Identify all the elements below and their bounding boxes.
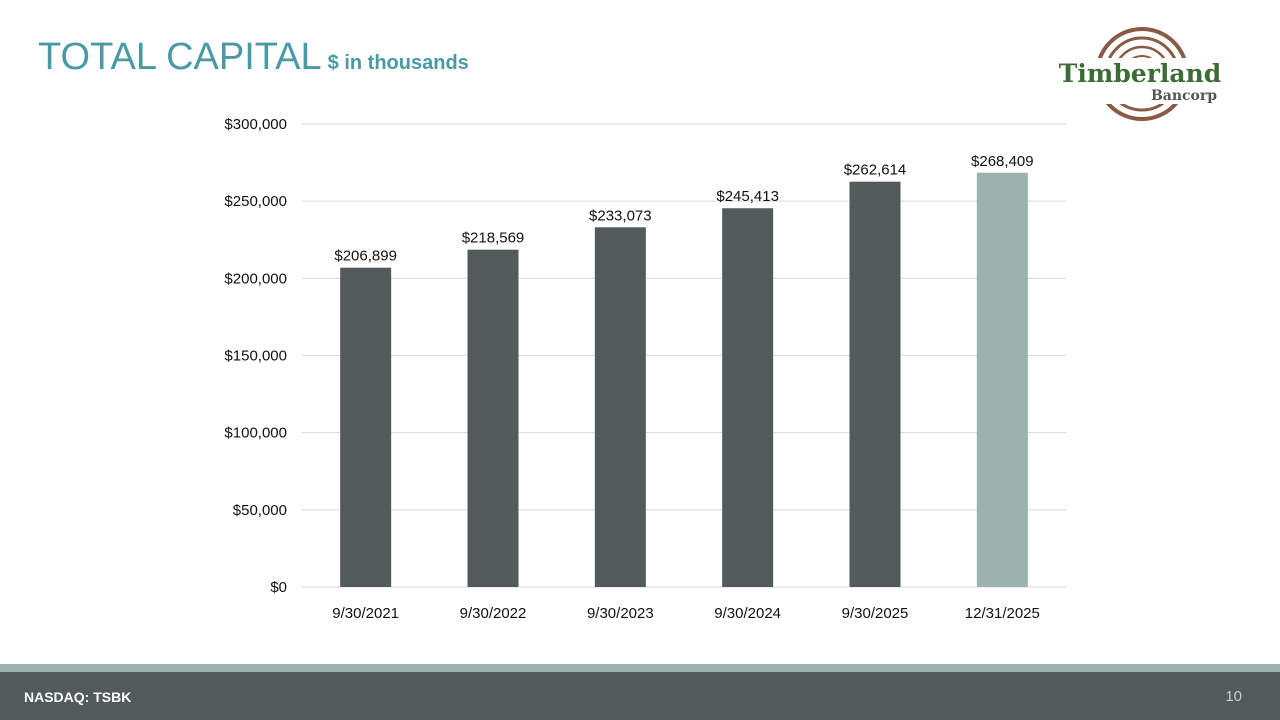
- y-tick-label: $0: [270, 579, 287, 596]
- grid-lines: [302, 123, 1066, 588]
- bar: [849, 181, 901, 587]
- bar: [467, 249, 519, 587]
- y-tick-label: $50,000: [233, 502, 287, 519]
- data-label: $218,569: [462, 230, 525, 247]
- logo-graphic: Timberland Bancorp: [1058, 27, 1226, 121]
- data-label: $245,413: [716, 188, 779, 205]
- x-tick-label: 9/30/2025: [842, 605, 909, 622]
- bars: [340, 172, 1028, 588]
- y-tick-label: $150,000: [224, 348, 287, 365]
- y-tick-label: $300,000: [224, 116, 287, 133]
- ticker-symbol: NASDAQ: TSBK: [24, 689, 132, 705]
- y-axis-tick-labels: $0 $50,000 $100,000 $150,000 $200,000 $250,00…: [224, 116, 287, 596]
- company-logo: Timberland Bancorp: [1052, 24, 1232, 128]
- x-axis-tick-labels: 9/30/2021 9/30/2022 9/30/2023 9/30/2024 9/30…: [332, 605, 1040, 622]
- bar-chart: $0 $50,000 $100,000 $150,000 $200,000 $250,00…: [224, 116, 1066, 622]
- footer-bar: NASDAQ: TSBK 10: [0, 672, 1280, 720]
- bar: [976, 172, 1028, 588]
- y-tick-label: $250,000: [224, 193, 287, 210]
- logo-name: Timberland: [1059, 59, 1221, 88]
- bar: [722, 208, 774, 587]
- data-label: $262,614: [844, 162, 907, 179]
- x-tick-label: 9/30/2024: [714, 605, 781, 622]
- x-tick-label: 9/30/2021: [332, 605, 399, 622]
- bar: [594, 227, 646, 588]
- x-tick-label: 12/31/2025: [965, 605, 1040, 622]
- data-label: $233,073: [589, 207, 652, 224]
- data-label: $268,409: [971, 153, 1034, 170]
- x-tick-label: 9/30/2023: [587, 605, 654, 622]
- bar: [340, 267, 392, 587]
- title-subtitle: $ in thousands: [327, 52, 469, 74]
- logo-sub: Bancorp: [1151, 88, 1217, 104]
- y-tick-label: $100,000: [224, 425, 287, 442]
- data-label: $206,899: [334, 248, 397, 265]
- page-title: TOTAL CAPITAL $ in thousands: [38, 38, 469, 76]
- footer-stripe: [0, 664, 1280, 672]
- logo-text-backdrop: [1058, 58, 1226, 104]
- page-number: 10: [1225, 688, 1242, 705]
- title-main: TOTAL CAPITAL: [38, 36, 322, 78]
- y-tick-label: $200,000: [224, 270, 287, 287]
- data-labels: $206,899 $218,569 $233,073 $245,413 $262,614…: [334, 153, 1033, 265]
- x-tick-label: 9/30/2022: [460, 605, 527, 622]
